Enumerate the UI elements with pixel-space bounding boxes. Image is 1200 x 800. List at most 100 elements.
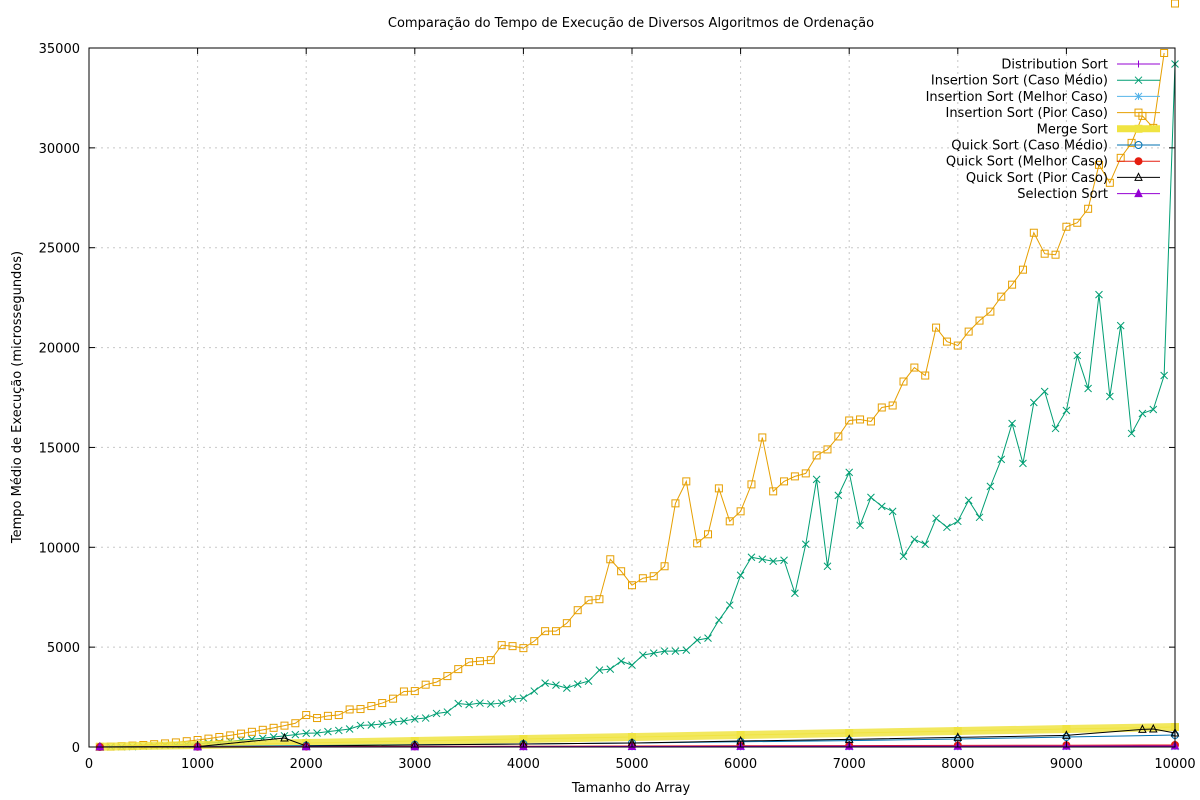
data-point <box>649 572 658 581</box>
data-point <box>1073 351 1082 360</box>
data-point <box>486 700 495 708</box>
data-point <box>769 487 778 496</box>
data-point <box>953 732 963 741</box>
data-point <box>1008 280 1017 289</box>
data-point <box>1094 160 1103 169</box>
data-point <box>1160 48 1169 57</box>
data-point <box>671 647 680 655</box>
data-point <box>421 680 430 689</box>
data-point <box>454 699 463 708</box>
data-point <box>1051 250 1060 259</box>
data-point <box>660 562 669 571</box>
data-point <box>1135 60 1142 68</box>
data-point <box>584 596 593 605</box>
chart-title: Comparação do Tempo de Execução de Diver… <box>388 16 874 31</box>
data-point <box>899 552 908 561</box>
data-point <box>1127 138 1136 147</box>
data-point <box>921 371 930 380</box>
data-point <box>1134 141 1143 149</box>
data-point <box>530 687 539 695</box>
data-point <box>215 733 224 742</box>
data-point <box>725 601 734 610</box>
data-point <box>866 417 875 426</box>
y-tick-label: 30000 <box>39 142 80 157</box>
data-point <box>334 711 343 720</box>
data-point <box>638 574 647 583</box>
data-point <box>845 416 854 425</box>
data-point <box>378 720 387 728</box>
data-point <box>465 658 474 667</box>
data-point <box>997 292 1006 301</box>
data-point <box>280 732 289 742</box>
data-point <box>660 647 669 655</box>
data-point <box>323 711 332 720</box>
data-point <box>1084 204 1093 213</box>
data-point <box>910 363 919 372</box>
legend-item: Selection Sort <box>1017 187 1160 202</box>
data-point <box>313 729 321 737</box>
data-point <box>812 475 821 484</box>
data-point <box>1084 384 1092 393</box>
data-point <box>834 432 843 441</box>
data-point <box>1062 222 1071 231</box>
data-point <box>552 681 560 689</box>
data-point <box>595 666 604 674</box>
data-point <box>823 445 832 454</box>
legend-item: Quick Sort (Pior Caso) <box>966 171 1160 186</box>
data-point <box>432 678 441 687</box>
data-point <box>269 723 278 732</box>
data-point <box>1073 218 1082 227</box>
data-point <box>1040 249 1049 258</box>
data-point <box>573 680 582 688</box>
legend-item: Distribution Sort <box>1001 58 1160 73</box>
data-point <box>628 661 636 669</box>
data-point <box>454 665 463 674</box>
data-point <box>1134 157 1143 166</box>
data-point <box>258 725 267 734</box>
data-point <box>769 557 778 566</box>
y-tick-label: 15000 <box>39 441 80 456</box>
data-point <box>845 468 854 477</box>
data-point <box>997 455 1006 464</box>
data-point <box>736 507 745 516</box>
x-tick-label: 3000 <box>398 757 431 772</box>
legend-item: Merge Sort <box>1037 122 1160 137</box>
data-point <box>953 341 962 350</box>
data-point <box>1134 124 1143 133</box>
data-point <box>790 472 799 481</box>
legend-item: Quick Sort (Melhor Caso) <box>946 155 1160 170</box>
data-point <box>628 733 636 742</box>
data-point <box>942 337 951 346</box>
data-point <box>1018 265 1027 274</box>
data-point <box>432 709 441 718</box>
data-point <box>812 451 821 460</box>
data-point <box>693 539 702 548</box>
y-tick-label: 5000 <box>47 641 80 656</box>
legend-label: Insertion Sort (Caso Médio) <box>931 74 1108 89</box>
y-tick-label: 35000 <box>39 42 80 57</box>
data-point <box>1148 723 1158 733</box>
legend-label: Insertion Sort (Melhor Caso) <box>926 90 1108 105</box>
grid <box>89 48 1175 747</box>
data-point <box>747 553 756 562</box>
data-point <box>986 307 995 316</box>
data-point <box>508 642 517 651</box>
legend-label: Quick Sort (Caso Médio) <box>951 139 1108 154</box>
data-point <box>1008 419 1016 428</box>
y-tick-label: 0 <box>72 741 80 756</box>
data-point <box>443 672 452 681</box>
data-point <box>758 555 767 564</box>
data-point <box>877 502 886 511</box>
y-axis-label: Tempo Médio de Execução (microssegundos) <box>10 251 25 544</box>
data-point <box>1138 724 1147 733</box>
data-point <box>247 727 256 736</box>
axis-ticks: 0 1000 2000 3000 4000 5000 6000 7000 8000 9000 100… <box>39 42 1196 772</box>
legend-label: Merge Sort <box>1037 122 1108 137</box>
legend-label: Quick Sort (Melhor Caso) <box>946 155 1108 170</box>
series-line <box>99 728 1176 748</box>
data-point <box>508 695 517 703</box>
legend-label: Distribution Sort <box>1001 58 1108 73</box>
data-point <box>1095 290 1103 299</box>
